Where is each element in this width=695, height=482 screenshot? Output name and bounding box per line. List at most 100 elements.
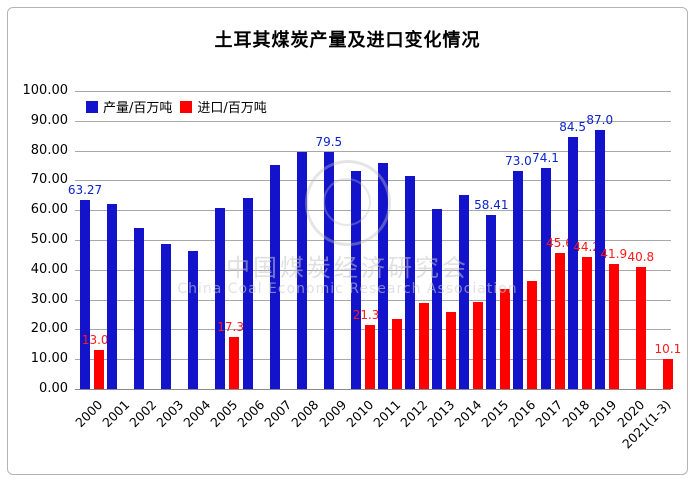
category-slot-2007 — [265, 91, 292, 389]
production-bar-2006 — [242, 198, 253, 389]
x-axis-tick-label: 2001 — [99, 397, 133, 431]
production-bar-2015 — [486, 214, 497, 389]
y-axis-tick-label: 70.00 — [30, 172, 68, 188]
x-axis-tick-label: 2014 — [451, 397, 485, 431]
x-axis-cell: 2018 — [559, 392, 593, 472]
category-slot-2017: 74.1 45.6 — [532, 91, 573, 389]
import-bar-2017 — [554, 253, 565, 389]
production-bar-2000 — [80, 200, 90, 389]
x-axis-tick-label: 2011 — [370, 397, 404, 431]
x-axis-cell: 2001 — [99, 392, 133, 472]
category-slot-2000: 63.27 13.00 — [68, 91, 116, 389]
category-slot-2015: 58.41 — [474, 91, 511, 389]
plot-area: 63.27 13.00 17.36 79.5 21.33 58.41 73.0 74.1 45.… — [68, 91, 681, 390]
production-bar-2011 — [378, 162, 388, 389]
gridline — [75, 180, 671, 182]
import-bar-2015 — [500, 288, 511, 389]
y-axis-tick-label: 30.00 — [30, 291, 68, 307]
x-axis-tick-label: 2016 — [505, 397, 539, 431]
x-axis-cell: 2000 — [72, 392, 105, 472]
x-axis-tick-label: 2002 — [126, 397, 160, 431]
production-bar-2016 — [513, 171, 524, 389]
production-bar-2001 — [107, 203, 118, 389]
production-bar-2003 — [161, 244, 172, 389]
x-axis-tick-label: 2008 — [288, 397, 322, 431]
gridline — [75, 91, 671, 92]
y-axis-tick-label: 20.00 — [30, 321, 68, 337]
production-bar-2004 — [188, 251, 199, 389]
x-axis-tick-label: 2005 — [207, 397, 241, 431]
import-bar-2019 — [608, 264, 619, 389]
x-axis: 2000 2001 2002 2003 2004 2005 2006 2007 2008 2009… — [72, 392, 674, 472]
x-axis-cell: 2014 — [451, 392, 485, 472]
x-axis-tick-label: 2017 — [532, 397, 566, 431]
gridline — [75, 210, 671, 212]
y-axis-tick-label: 10.00 — [30, 351, 68, 367]
x-axis-tick-label: 2015 — [478, 397, 512, 431]
production-bar-2012 — [405, 175, 416, 389]
x-axis-line — [75, 389, 671, 390]
production-bar-2014 — [459, 195, 470, 389]
x-axis-tick-label: 2006 — [234, 397, 268, 431]
gridline — [75, 240, 671, 241]
category-slot-2009: 79.5 — [315, 91, 346, 389]
x-axis-cell: 2017 — [532, 392, 566, 472]
x-axis-cell: 2008 — [288, 392, 322, 472]
import-value-label-2018: 44.2 — [573, 240, 600, 255]
y-axis-tick-label: 0.00 — [39, 381, 68, 396]
production-bar-2007 — [269, 164, 280, 389]
x-axis-cell: 2015 — [478, 392, 512, 472]
import-bar-2011 — [392, 318, 402, 389]
x-axis-cell: 2006 — [234, 392, 268, 472]
y-axis-tick-label: 90.00 — [30, 112, 68, 128]
production-value-label-2009: 79.5 — [315, 135, 343, 150]
gridline — [75, 269, 671, 271]
x-axis-tick-label: 2003 — [153, 397, 187, 431]
category-slot-2012 — [400, 91, 430, 389]
import-value-label-2019: 41.9 — [600, 247, 628, 262]
gridline — [75, 150, 671, 152]
x-axis-cell: 2011 — [370, 392, 404, 472]
category-slot-2008 — [292, 91, 319, 389]
production-bar-2019 — [594, 129, 605, 389]
import-bar-2013 — [446, 312, 457, 389]
production-bar-2008 — [296, 152, 307, 389]
category-slot-2001 — [102, 91, 129, 389]
y-axis-tick-label: 100.00 — [22, 83, 69, 98]
import-bar-2012 — [419, 302, 430, 389]
legend-item-production: 产量/百万吨 — [86, 97, 172, 116]
import-bar-2021(1-3) — [662, 358, 673, 389]
category-slot-2014 — [454, 91, 484, 389]
x-axis-cell: 2010 — [343, 392, 376, 472]
production-bar-2005 — [215, 208, 226, 389]
production-value-label-2019: 87.0 — [586, 112, 614, 127]
x-axis-tick-label: 2009 — [315, 397, 349, 431]
category-slot-2002 — [129, 91, 156, 389]
import-value-label-2020: 40.8 — [627, 250, 655, 265]
import-value-label-2017: 45.6 — [546, 236, 573, 251]
import-bar-2016 — [527, 281, 538, 389]
chart-title: 土耳其煤炭产量及进口变化情况 — [214, 30, 481, 51]
x-axis-tick-label: 2018 — [559, 397, 593, 431]
y-axis-tick-label: 80.00 — [30, 142, 68, 158]
x-axis-cell: 2004 — [180, 392, 214, 472]
x-axis-tick-label: 2019 — [586, 397, 620, 431]
import-bar-2010 — [364, 325, 375, 389]
x-axis-cell: 2021(1-3) — [620, 392, 674, 472]
y-axis: 100.00 90.00 80.00 70.00 60.00 50.00 40.00 30.0… — [0, 0, 69, 482]
import-bar-2000 — [94, 350, 104, 389]
import-bar-2005 — [229, 337, 240, 389]
import-bar-2020 — [635, 267, 646, 389]
import-bar-2018 — [581, 257, 592, 389]
category-slot-2006 — [238, 91, 265, 389]
category-slot-2020: 40.8 — [617, 91, 654, 389]
production-value-label-2000: 63.27 — [67, 183, 103, 198]
production-value-label-2018: 84.5 — [559, 120, 586, 135]
x-axis-tick-label: 2004 — [180, 397, 214, 431]
category-slot-2018: 84.5 44.2 — [559, 91, 600, 389]
category-slot-2016: 73.0 — [505, 91, 538, 389]
x-axis-cell: 2013 — [424, 392, 457, 472]
legend: 产量/百万吨 进口/百万吨 — [86, 97, 267, 116]
x-axis-cell: 2012 — [397, 392, 430, 472]
